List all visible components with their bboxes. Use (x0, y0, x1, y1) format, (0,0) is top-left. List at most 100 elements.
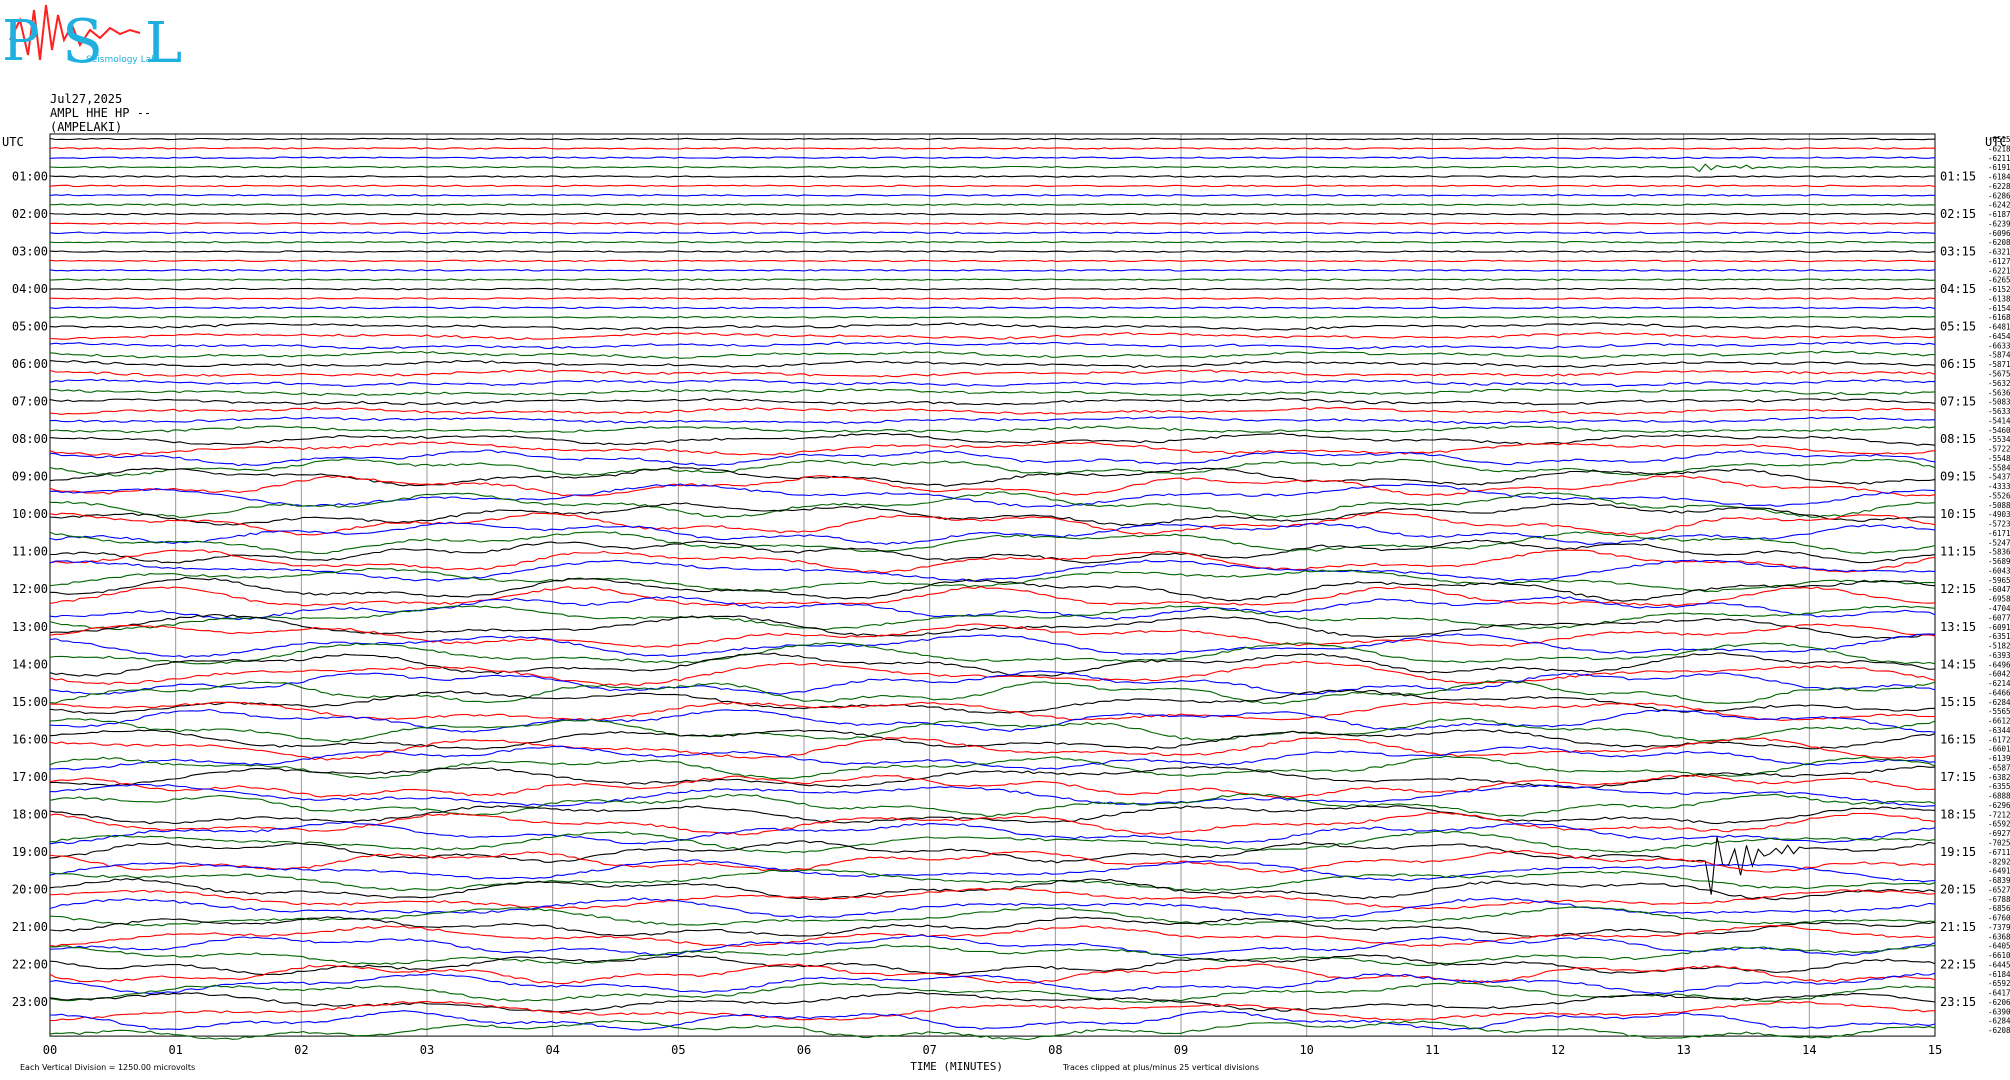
trace-line (49, 441, 1936, 457)
trace-line (49, 287, 1936, 291)
x-tick-label: 00 (43, 1043, 57, 1057)
trace-line (49, 175, 1936, 178)
trace-offset-label: -6481 (1988, 323, 2010, 332)
hour-label-left: 19:00 (12, 845, 48, 859)
footer-clip-note: Traces clipped at plus/minus 25 vertical… (1062, 1063, 1259, 1072)
trace-offset-label: -6856 (1988, 904, 2010, 913)
x-tick-label: 05 (671, 1043, 685, 1057)
trace-line (49, 736, 1936, 761)
trace-line (49, 475, 1936, 497)
hour-label-left: 11:00 (12, 545, 48, 559)
hour-label-right: 17:15 (1940, 770, 1976, 784)
trace-line (49, 269, 1936, 272)
logo-subtitle: Seismology Lab (86, 55, 157, 65)
trace-offset-label: -6760 (1988, 914, 2010, 923)
trace-offset-label: -6445 (1988, 960, 2010, 969)
trace-offset-label: -6284 (1988, 1017, 2010, 1026)
hour-label-right: 10:15 (1940, 507, 1976, 521)
trace-offset-label: -6405 (1988, 942, 2010, 951)
trace-offset-label: -6321 (1988, 248, 2010, 257)
trace-line (49, 916, 1936, 938)
trace-offset-label: -6368 (1988, 932, 2010, 941)
trace-line (49, 567, 1936, 593)
logo-letter-l: L (145, 11, 182, 72)
trace-offset-label: -5247 (1988, 538, 2010, 547)
trace-offset-label: -5534 (1988, 435, 2010, 444)
trace-line (49, 887, 1936, 910)
trace-offset-label: -5083 (1988, 398, 2010, 407)
trace-offset-label: -6393 (1988, 651, 2010, 660)
trace-offset-label: -6417 (1988, 989, 2010, 998)
hour-label-left: 09:00 (12, 470, 48, 484)
logo-seismogram-squiggle (9, 4, 141, 61)
hour-label-left: 14:00 (12, 657, 48, 671)
trace-offset-label: -5632 (1988, 379, 2010, 388)
x-tick-label: 08 (1048, 1043, 1062, 1057)
hour-label-right: 02:15 (1940, 207, 1976, 221)
trace-offset-label: -6208 (1988, 1026, 2010, 1035)
trace-offset-label: -6043 (1988, 566, 2010, 575)
trace-offset-label: -6355 (1988, 782, 2010, 791)
trace-offset-label: -6711 (1988, 848, 2010, 857)
hour-label-right: 23:15 (1940, 995, 1976, 1009)
trace-line (49, 595, 1936, 621)
trace-line (49, 765, 1936, 789)
hour-label-right: 18:15 (1940, 807, 1976, 821)
x-axis-title: TIME (MINUTES) (910, 1060, 1003, 1073)
hour-label-left: 10:00 (12, 507, 48, 521)
trace-offset-label: -6612 (1988, 717, 2010, 726)
trace-line (49, 512, 1936, 536)
trace-line (49, 897, 1936, 919)
hour-label-right: 04:15 (1940, 282, 1976, 296)
trace-line (49, 925, 1936, 948)
trace-offset-label: -7025 (1988, 839, 2010, 848)
trace-offset-label: -5836 (1988, 548, 2010, 557)
utc-label-right: UTC (1985, 135, 2007, 149)
trace-line (49, 212, 1936, 216)
trace-line (49, 708, 1936, 733)
trace-line (49, 315, 1936, 319)
hour-label-right: 16:15 (1940, 732, 1976, 746)
trace-line (49, 745, 1936, 771)
trace-offset-label: -6351 (1988, 632, 2010, 641)
hour-label-left: 23:00 (12, 995, 48, 1009)
trace-line (49, 586, 1936, 607)
logo-letter-s: S (62, 7, 103, 72)
trace-offset-label: -6206 (1988, 998, 2010, 1007)
trace-line (49, 906, 1936, 927)
trace-offset-label: -5437 (1988, 473, 2010, 482)
trace-line (49, 163, 1936, 173)
trace-line (49, 407, 1936, 416)
hour-label-left: 17:00 (12, 770, 48, 784)
trace-offset-label: -6610 (1988, 951, 2010, 960)
trace-offset-label: -5874 (1988, 351, 2010, 360)
trace-offset-label: -5088 (1988, 501, 2010, 510)
trace-line (49, 332, 1936, 340)
hour-label-right: 06:15 (1940, 357, 1976, 371)
trace-line (49, 701, 1936, 721)
trace-offset-label: -6154 (1988, 304, 2010, 313)
hour-label-right: 15:15 (1940, 695, 1976, 709)
trace-offset-label: -6042 (1988, 670, 2010, 679)
trace-line (49, 491, 1936, 519)
trace-offset-label: -4704 (1988, 604, 2010, 613)
hour-label-left: 12:00 (12, 582, 48, 596)
trace-line (49, 670, 1936, 696)
trace-offset-label: -5460 (1988, 426, 2010, 435)
trace-line (49, 156, 1936, 160)
hour-label-left: 20:00 (12, 882, 48, 896)
trace-line (49, 341, 1936, 350)
trace-offset-label: -5565 (1988, 707, 2010, 716)
trace-line (49, 576, 1936, 602)
trace-line (49, 397, 1936, 406)
trace-line (49, 432, 1936, 446)
hour-label-right: 11:15 (1940, 545, 1976, 559)
hour-label-right: 09:15 (1940, 470, 1976, 484)
trace-offset-label: -6888 (1988, 792, 2010, 801)
trace-offset-label: -6587 (1988, 763, 2010, 772)
trace-line (49, 147, 1935, 150)
trace-line (49, 502, 1935, 527)
hour-label-left: 03:00 (12, 245, 48, 259)
trace-line (49, 449, 1936, 467)
trace-offset-label: -6228 (1988, 182, 2010, 191)
